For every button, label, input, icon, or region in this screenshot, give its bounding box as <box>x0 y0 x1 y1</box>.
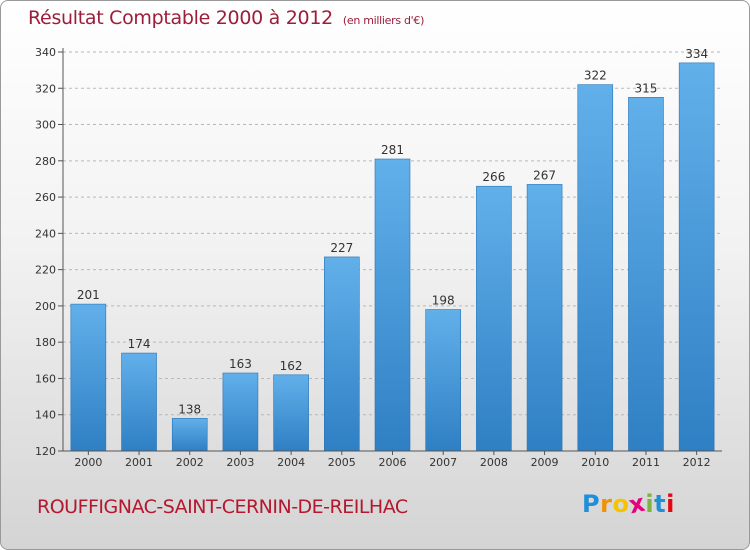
y-tick-label: 140 <box>35 409 56 422</box>
x-tick-label: 2005 <box>328 456 356 469</box>
y-tick-label: 260 <box>35 191 56 204</box>
data-label: 281 <box>381 143 404 157</box>
bar <box>273 374 309 452</box>
x-tick-label: 2008 <box>480 456 508 469</box>
data-label: 266 <box>482 170 505 184</box>
y-tick-label: 340 <box>35 46 56 59</box>
bar <box>526 184 563 452</box>
bar <box>70 303 107 452</box>
data-label: 138 <box>178 402 201 416</box>
x-tick-label: 2009 <box>531 456 559 469</box>
commune-name: ROUFFIGNAC-SAINT-CERNIN-DE-REILHAC <box>37 496 408 518</box>
x-tick-label: 2011 <box>632 456 660 469</box>
y-tick-label: 180 <box>35 336 56 349</box>
proxiti-logo[interactable]: Proxiti <box>582 489 675 520</box>
bar <box>678 62 715 452</box>
data-label: 267 <box>533 168 556 182</box>
bar <box>121 352 157 452</box>
bar <box>374 158 411 452</box>
bars <box>70 62 715 452</box>
chart-title-text: Résultat Comptable 2000 à 2012 <box>28 7 333 29</box>
y-tick-label: 320 <box>35 82 56 95</box>
x-tick-label: 2010 <box>581 456 609 469</box>
y-tick-label: 200 <box>35 300 56 313</box>
data-label: 227 <box>330 241 353 255</box>
x-tick-label: 2012 <box>683 456 711 469</box>
data-label: 201 <box>77 288 100 302</box>
chart-title: Résultat Comptable 2000 à 2012 (en millie… <box>28 7 424 29</box>
logo-letter: P <box>582 490 601 518</box>
bar <box>324 256 360 452</box>
x-tick-label: 2001 <box>125 456 153 469</box>
x-tick-label: 2006 <box>379 456 407 469</box>
grid-lines <box>63 51 722 416</box>
y-tick-label: 220 <box>35 264 56 277</box>
logo-letter: i <box>645 490 655 518</box>
labels: 1201401601802002202402602803003203402012… <box>35 46 711 469</box>
logo-letter: t <box>654 490 667 518</box>
data-label: 162 <box>280 359 303 373</box>
bar <box>171 418 208 452</box>
bar <box>628 97 664 452</box>
data-label: 163 <box>229 357 252 371</box>
bar <box>577 84 614 452</box>
bar <box>476 185 512 452</box>
logo-letter: r <box>600 490 613 518</box>
y-tick-label: 160 <box>35 372 56 385</box>
data-label: 334 <box>685 47 708 61</box>
logo-letter: i <box>666 490 675 518</box>
x-tick-label: 2003 <box>226 456 254 469</box>
x-tick-label: 2002 <box>176 456 204 469</box>
data-label: 174 <box>128 337 151 351</box>
y-tick-label: 280 <box>35 155 56 168</box>
x-tick-label: 2007 <box>429 456 457 469</box>
x-tick-label: 2004 <box>277 456 305 469</box>
bar <box>425 309 461 452</box>
y-tick-label: 300 <box>35 119 56 132</box>
y-tick-label: 120 <box>35 445 56 458</box>
data-label: 315 <box>635 81 658 95</box>
logo-letter: o <box>612 490 630 518</box>
bar <box>222 372 259 452</box>
x-tick-label: 2000 <box>74 456 102 469</box>
data-label: 322 <box>584 69 607 83</box>
axes <box>58 48 722 455</box>
data-label: 198 <box>432 294 455 308</box>
y-tick-label: 240 <box>35 227 56 240</box>
chart-unit: (en milliers d'€) <box>342 14 425 27</box>
